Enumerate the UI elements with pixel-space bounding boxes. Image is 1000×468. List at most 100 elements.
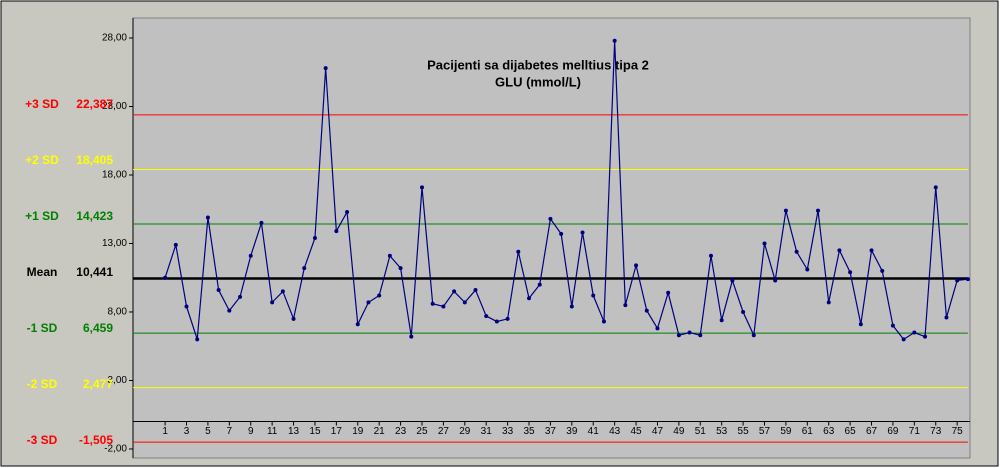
control-value: -1,505 — [79, 433, 113, 447]
data-point — [227, 308, 232, 313]
data-point — [655, 326, 660, 331]
data-point — [441, 304, 446, 309]
data-point — [890, 323, 895, 328]
data-point — [494, 319, 499, 324]
data-point — [612, 38, 617, 43]
control-name: Mean — [27, 265, 58, 279]
data-point — [826, 300, 831, 305]
x-tick-label: 43 — [609, 426, 621, 437]
data-point — [858, 322, 863, 327]
data-point — [527, 296, 532, 301]
control-name: +2 SD — [25, 153, 59, 167]
data-point — [559, 231, 564, 236]
x-tick-label: 55 — [738, 426, 750, 437]
data-point — [173, 242, 178, 247]
x-tick-label: 25 — [416, 426, 428, 437]
control-value: 18,405 — [76, 153, 113, 167]
x-tick-label: 61 — [802, 426, 814, 437]
control-name: +3 SD — [25, 97, 59, 111]
x-tick-label: 7 — [227, 426, 233, 437]
data-point — [248, 253, 253, 258]
control-value: 14,423 — [76, 209, 113, 223]
data-point — [687, 330, 692, 335]
control-value: 2,477 — [83, 377, 113, 391]
x-tick-label: 17 — [331, 426, 343, 437]
x-tick-label: 31 — [481, 426, 493, 437]
x-tick-label: 35 — [523, 426, 535, 437]
data-point — [773, 278, 778, 283]
x-tick-label: 49 — [673, 426, 685, 437]
chart-title: Pacijenti sa dijabetes melltius tipa 2 — [427, 57, 649, 72]
data-point — [923, 334, 928, 339]
data-point — [794, 249, 799, 254]
data-point — [762, 241, 767, 246]
y-tick-label: -2,00 — [104, 444, 127, 455]
data-point — [634, 263, 639, 268]
data-point — [965, 277, 970, 282]
data-point — [848, 270, 853, 275]
x-tick-label: 39 — [566, 426, 578, 437]
data-point — [644, 308, 649, 313]
data-point — [387, 253, 392, 258]
data-point — [880, 268, 885, 273]
data-point — [837, 248, 842, 253]
series-line — [164, 40, 968, 341]
data-point — [666, 290, 671, 295]
x-tick-label: 23 — [395, 426, 407, 437]
data-point — [377, 293, 382, 298]
x-tick-label: 15 — [309, 426, 321, 437]
x-tick-label: 67 — [866, 426, 878, 437]
data-point — [741, 309, 746, 314]
data-point — [419, 185, 424, 190]
control-name: -3 SD — [27, 433, 58, 447]
x-tick-label: 65 — [845, 426, 857, 437]
data-point — [580, 230, 585, 235]
y-tick-label: 18,00 — [102, 170, 127, 181]
data-point — [312, 236, 317, 240]
data-point — [591, 293, 596, 298]
data-point — [719, 318, 724, 323]
x-tick-label: 19 — [352, 426, 364, 437]
y-tick-label: 23,00 — [102, 101, 127, 112]
x-tick-label: 69 — [887, 426, 899, 437]
x-tick-label: 1 — [162, 426, 168, 437]
data-point — [291, 316, 296, 321]
x-tick-label: 41 — [588, 426, 600, 437]
x-tick-label: 45 — [630, 426, 642, 437]
data-point — [933, 185, 938, 190]
x-tick-label: 73 — [930, 426, 942, 437]
data-point — [730, 278, 735, 283]
y-tick-label: 8,00 — [108, 307, 128, 318]
data-point — [708, 253, 713, 258]
control-name: +1 SD — [25, 209, 59, 223]
x-tick-label: 27 — [438, 426, 450, 437]
data-point — [783, 208, 788, 213]
x-tick-label: 11 — [267, 426, 278, 437]
data-point — [516, 249, 521, 254]
data-point — [955, 278, 960, 283]
data-point — [537, 282, 542, 287]
data-point — [816, 208, 821, 213]
x-tick-label: 53 — [716, 426, 728, 437]
data-point — [430, 301, 435, 306]
x-tick-label: 63 — [823, 426, 835, 437]
data-point — [345, 209, 350, 214]
y-tick-label: 28,00 — [102, 33, 127, 44]
data-point — [398, 266, 403, 271]
data-point — [195, 337, 200, 342]
data-point — [334, 229, 339, 234]
data-point — [302, 266, 307, 271]
x-tick-label: 29 — [459, 426, 471, 437]
control-name: -1 SD — [27, 321, 58, 335]
data-point — [805, 267, 810, 272]
data-point — [452, 289, 457, 294]
x-tick-label: 9 — [248, 426, 254, 437]
x-tick-label: 75 — [952, 426, 964, 437]
data-point — [473, 288, 478, 293]
data-point — [869, 248, 874, 253]
plot-area — [132, 17, 971, 459]
x-tick-label: 21 — [374, 426, 386, 437]
data-point — [569, 304, 574, 309]
data-point — [163, 275, 168, 280]
